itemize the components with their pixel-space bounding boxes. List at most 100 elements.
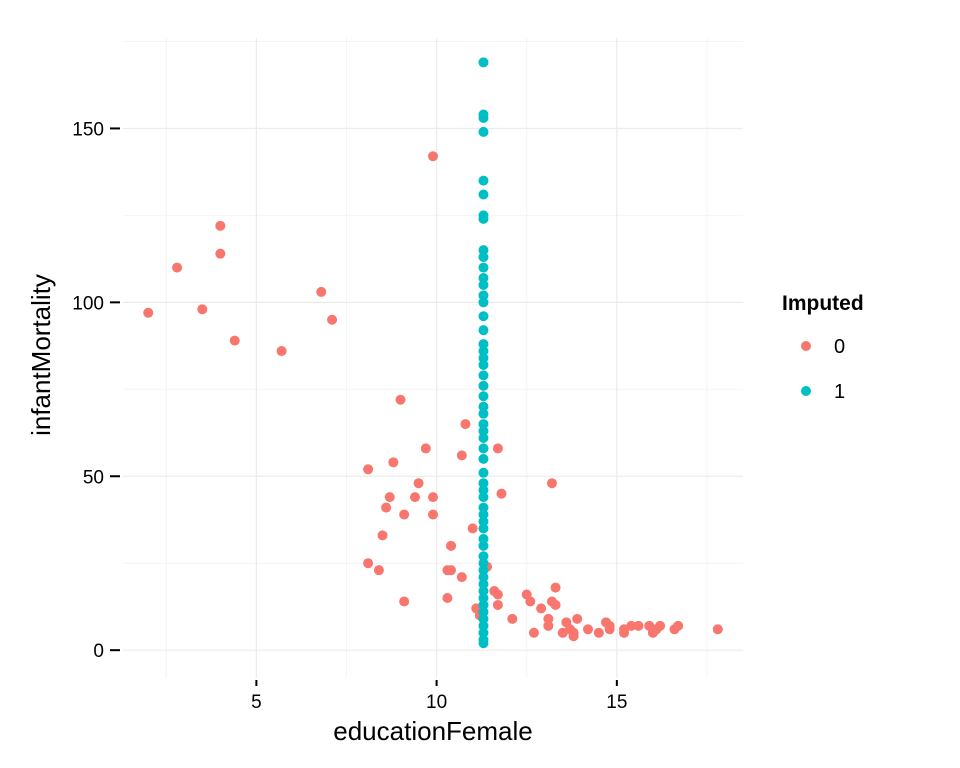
data-point-imputed-1 <box>478 509 489 520</box>
data-point-imputed-0 <box>399 596 410 607</box>
data-point-imputed-1 <box>478 492 489 503</box>
legend-label-1: 1 <box>834 381 845 403</box>
data-point-imputed-0 <box>229 335 240 346</box>
data-point-imputed-1 <box>478 485 489 496</box>
data-point-imputed-1 <box>478 353 489 363</box>
data-point-imputed-0 <box>442 593 453 603</box>
data-point-imputed-0 <box>492 443 503 454</box>
data-point-imputed-0 <box>496 488 507 499</box>
data-point-imputed-0 <box>492 599 503 610</box>
data-point-imputed-0 <box>528 627 539 638</box>
legend-label-0: 0 <box>834 336 845 358</box>
data-point-imputed-0 <box>377 530 388 541</box>
data-point-imputed-1 <box>478 290 489 301</box>
data-point-imputed-1 <box>478 325 489 336</box>
legend: Imputed 0 1 <box>782 292 864 403</box>
data-point-imputed-0 <box>428 151 438 162</box>
data-point-imputed-1 <box>478 245 489 256</box>
data-point-imputed-1 <box>478 391 489 402</box>
data-point-imputed-1 <box>478 523 489 534</box>
data-point-imputed-0 <box>456 572 467 583</box>
data-point-imputed-0 <box>316 286 327 297</box>
data-point-imputed-1 <box>478 346 489 357</box>
y-tick-label: 100 <box>72 293 104 314</box>
legend-key-1 <box>801 386 811 396</box>
data-point-imputed-1 <box>478 443 489 454</box>
data-point-imputed-1 <box>478 627 489 638</box>
data-point-imputed-1 <box>478 419 489 430</box>
data-point-imputed-1 <box>478 433 489 443</box>
data-point-imputed-1 <box>478 502 489 513</box>
data-point-imputed-0 <box>507 613 518 624</box>
legend-title: Imputed <box>782 292 864 315</box>
data-point-imputed-0 <box>395 394 406 405</box>
data-point-imputed-0 <box>381 502 392 513</box>
data-point-imputed-0 <box>409 492 420 503</box>
data-point-imputed-1 <box>478 297 489 308</box>
x-tick-label: 5 <box>251 692 262 713</box>
data-point-imputed-1 <box>478 565 489 576</box>
data-point-imputed-0 <box>388 457 399 468</box>
data-point-imputed-0 <box>712 624 723 635</box>
data-point-imputed-0 <box>197 304 208 315</box>
data-point-imputed-1 <box>478 252 489 263</box>
data-point-imputed-1 <box>478 401 489 412</box>
data-point-imputed-1 <box>478 586 489 597</box>
data-point-imputed-1 <box>478 408 489 419</box>
data-point-imputed-1 <box>478 359 489 370</box>
data-point-imputed-1 <box>478 551 489 562</box>
data-point-imputed-1 <box>478 593 489 603</box>
y-tick-label: 150 <box>72 119 104 140</box>
data-point-imputed-0 <box>373 565 384 576</box>
data-point-imputed-0 <box>550 599 561 610</box>
data-point-imputed-0 <box>543 613 554 624</box>
data-point-imputed-1 <box>478 175 489 186</box>
x-axis-title: educationFemale <box>333 716 532 746</box>
data-point-imputed-0 <box>626 620 637 631</box>
data-point-imputed-1 <box>478 516 489 527</box>
data-point-imputed-0 <box>363 558 374 569</box>
data-point-imputed-0 <box>428 509 438 520</box>
data-point-imputed-1 <box>478 126 489 137</box>
data-point-imputed-0 <box>276 346 287 357</box>
data-point-imputed-1 <box>478 540 489 551</box>
data-point-imputed-0 <box>593 627 604 638</box>
data-point-imputed-0 <box>633 620 644 631</box>
data-point-imputed-1 <box>478 558 489 569</box>
data-point-imputed-1 <box>478 311 489 322</box>
data-point-imputed-0 <box>384 492 395 503</box>
data-point-imputed-1 <box>478 370 489 381</box>
data-point-imputed-0 <box>673 620 684 631</box>
data-point-imputed-1 <box>478 453 489 464</box>
y-axis-title: infantMortality <box>26 274 56 436</box>
data-point-imputed-1 <box>478 613 489 624</box>
data-points <box>143 57 723 649</box>
data-point-imputed-0 <box>456 450 467 461</box>
data-point-imputed-1 <box>478 113 489 123</box>
data-point-imputed-0 <box>525 596 536 607</box>
data-point-imputed-1 <box>478 426 489 437</box>
data-point-imputed-0 <box>655 620 666 631</box>
data-point-imputed-0 <box>546 478 557 489</box>
y-tick-label: 50 <box>83 467 104 488</box>
data-point-imputed-0 <box>568 627 579 638</box>
data-point-imputed-0 <box>399 509 410 520</box>
data-point-imputed-1 <box>478 380 489 391</box>
data-point-imputed-1 <box>478 606 489 617</box>
data-point-imputed-0 <box>492 589 503 600</box>
data-point-imputed-0 <box>413 478 424 489</box>
data-point-imputed-1 <box>478 572 489 583</box>
data-point-imputed-0 <box>543 620 554 631</box>
data-point-imputed-0 <box>550 582 561 593</box>
data-point-imputed-0 <box>327 314 338 325</box>
data-point-imputed-1 <box>478 533 489 544</box>
data-point-imputed-0 <box>467 523 478 534</box>
data-point-imputed-0 <box>446 540 457 551</box>
data-point-imputed-0 <box>460 419 471 430</box>
data-point-imputed-1 <box>478 273 489 283</box>
data-point-imputed-1 <box>478 478 489 489</box>
data-point-imputed-0 <box>446 565 457 576</box>
data-point-imputed-0 <box>428 492 438 503</box>
data-point-imputed-0 <box>619 627 630 638</box>
data-point-imputed-0 <box>420 443 431 454</box>
